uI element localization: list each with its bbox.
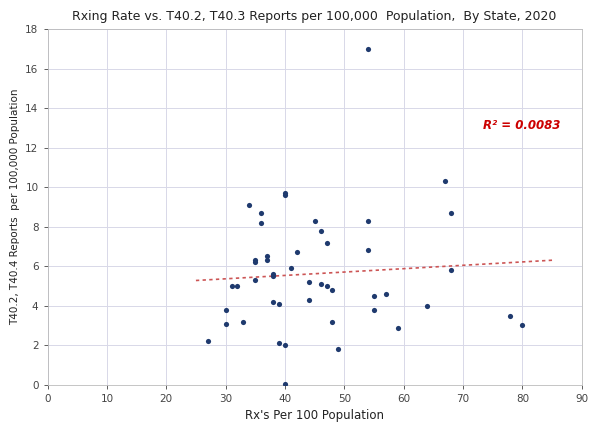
Text: R² = 0.0083: R² = 0.0083 — [483, 119, 560, 132]
Point — [280, 190, 290, 197]
Point — [280, 192, 290, 199]
Point — [274, 340, 284, 347]
Point — [316, 227, 325, 234]
Point — [322, 283, 331, 289]
Title: Rxing Rate vs. T40.2, T40.3 Reports per 100,000  Population,  By State, 2020: Rxing Rate vs. T40.2, T40.3 Reports per … — [72, 10, 557, 23]
Point — [263, 257, 272, 264]
Point — [440, 178, 450, 185]
X-axis label: Rx's Per 100 Population: Rx's Per 100 Population — [245, 409, 384, 422]
Point — [369, 292, 379, 299]
Point — [292, 249, 301, 256]
Point — [245, 202, 254, 209]
Point — [227, 283, 236, 289]
Point — [251, 276, 260, 283]
Point — [506, 312, 515, 319]
Point — [280, 380, 290, 387]
Point — [239, 318, 248, 325]
Point — [269, 299, 278, 305]
Point — [233, 283, 242, 289]
Point — [369, 306, 379, 313]
Point — [316, 281, 325, 288]
Point — [263, 253, 272, 260]
Point — [446, 267, 456, 274]
Point — [334, 346, 343, 353]
Point — [381, 290, 390, 297]
Point — [280, 342, 290, 349]
Point — [328, 318, 337, 325]
Y-axis label: T40.2, T40.4 Reports  per 100,000 Population: T40.2, T40.4 Reports per 100,000 Populat… — [10, 89, 20, 325]
Point — [304, 296, 313, 303]
Point — [286, 265, 295, 272]
Point — [446, 210, 456, 216]
Point — [221, 320, 230, 327]
Point — [363, 247, 373, 254]
Point — [423, 302, 432, 309]
Point — [363, 46, 373, 53]
Point — [310, 217, 319, 224]
Point — [518, 322, 527, 329]
Point — [393, 325, 402, 332]
Point — [269, 271, 278, 278]
Point — [203, 338, 212, 345]
Point — [251, 257, 260, 264]
Point — [328, 286, 337, 293]
Point — [257, 210, 266, 216]
Point — [251, 259, 260, 266]
Point — [363, 217, 373, 224]
Point — [304, 279, 313, 286]
Point — [274, 300, 284, 307]
Point — [322, 239, 331, 246]
Point — [269, 273, 278, 280]
Point — [221, 306, 230, 313]
Point — [257, 219, 266, 226]
